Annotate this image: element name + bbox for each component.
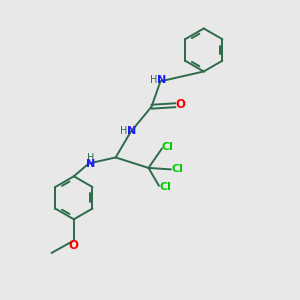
Text: Cl: Cl xyxy=(172,164,183,174)
Text: H: H xyxy=(120,126,128,136)
Text: N: N xyxy=(86,159,95,169)
Text: H: H xyxy=(150,75,157,85)
Text: O: O xyxy=(69,239,79,252)
Text: H: H xyxy=(87,153,94,164)
Text: N: N xyxy=(128,126,137,136)
Text: Cl: Cl xyxy=(162,142,174,152)
Text: O: O xyxy=(176,98,185,111)
Text: N: N xyxy=(157,75,167,85)
Text: Cl: Cl xyxy=(160,182,172,192)
